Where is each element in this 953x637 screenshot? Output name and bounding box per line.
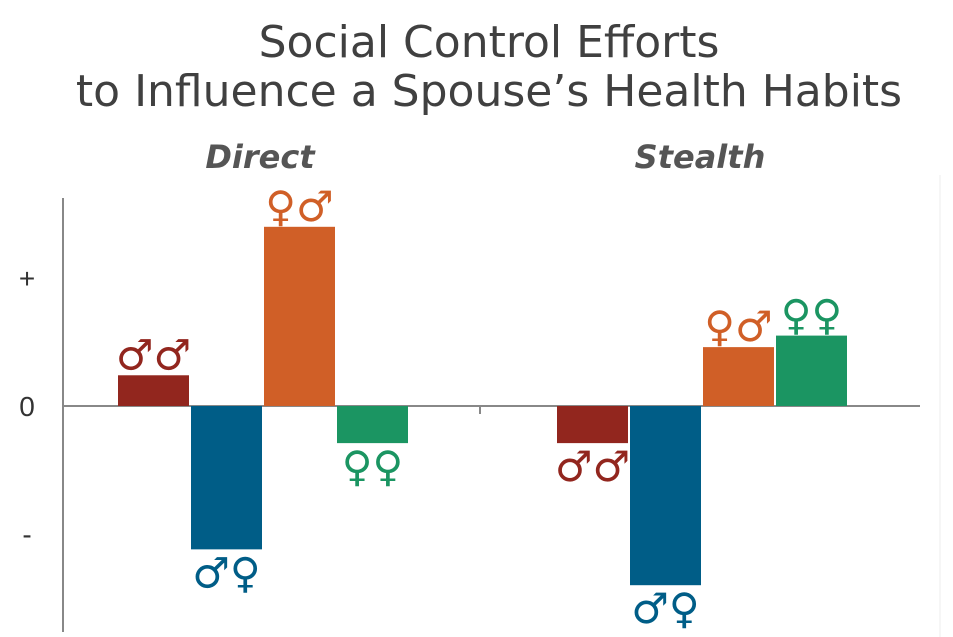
bar-label-male_female-direct: ♂♀ [192,548,260,597]
bar-label-male_male-stealth: ♂♂ [555,442,630,491]
y-tick-label: - [22,519,31,550]
bar-male_male-direct [118,375,189,406]
bar-female_male-stealth [703,347,774,406]
bar-female_female-direct [337,406,408,444]
group-label-stealth: Stealth [635,138,766,176]
bar-label-male_female-stealth: ♂♀ [631,584,699,633]
group-label-direct: Direct [205,138,316,176]
bar-label-male_male-direct: ♂♂ [116,330,191,379]
bar-male_female-direct [191,406,262,550]
bar-male_male-stealth [557,406,628,444]
plot-area: +0-♂♂♂♂♂♀♂♀♀♂♀♂♀♀♀♀ [19,182,920,633]
bar-label-female_male-stealth: ♀♂ [704,302,772,351]
bar-label-female_male-direct: ♀♂ [265,182,333,231]
chart-title-line-2: to Influence a Spouse’s Health Habits [76,66,902,117]
chart-title-line-1: Social Control Efforts [259,17,720,68]
bar-label-female_female-stealth: ♀♀ [781,291,843,340]
bar-female_male-direct [264,226,335,406]
bar-label-female_female-direct: ♀♀ [342,442,404,491]
y-tick-label: 0 [19,391,35,422]
y-tick-label: + [19,263,35,294]
bar-female_female-stealth [776,335,847,406]
bar-male_female-stealth [630,406,701,586]
